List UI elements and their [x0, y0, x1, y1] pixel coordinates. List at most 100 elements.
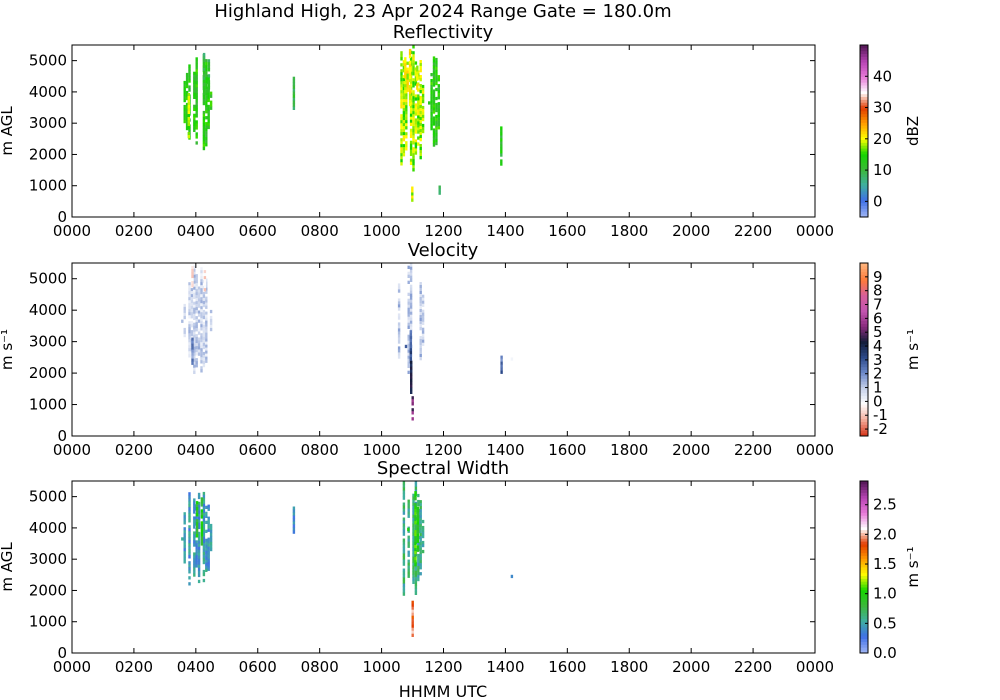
heatmap-cell — [419, 312, 422, 316]
heatmap-cell — [414, 486, 418, 490]
heatmap-cell — [414, 151, 418, 155]
heatmap-cell — [402, 511, 406, 515]
heatmap-cell — [292, 85, 296, 89]
heatmap-cell — [193, 340, 196, 344]
heatmap-cell — [410, 360, 413, 364]
heatmap-cell — [409, 305, 413, 309]
heatmap-cell — [202, 297, 206, 302]
heatmap-cell — [397, 337, 401, 341]
colorbar-swatch — [860, 125, 868, 129]
heatmap-cell — [205, 353, 208, 357]
heatmap-cell — [193, 361, 196, 365]
heatmap-cell — [193, 116, 196, 120]
heatmap-cell — [202, 131, 206, 136]
heatmap-cell — [412, 150, 415, 154]
heatmap-cell — [402, 484, 406, 488]
heatmap-cell — [421, 330, 425, 334]
heatmap-cell — [205, 128, 208, 132]
heatmap-cell — [205, 356, 208, 360]
heatmap-cell — [197, 328, 201, 332]
heatmap-cell — [397, 349, 401, 353]
heatmap-cell — [417, 499, 420, 504]
heatmap-cell — [190, 312, 194, 316]
heatmap-cell — [407, 352, 410, 356]
heatmap-cell — [207, 80, 211, 84]
heatmap-cell — [405, 108, 408, 112]
heatmap-cell — [412, 108, 415, 112]
colorbar-swatch — [860, 541, 868, 545]
colorbar-swatch — [860, 283, 868, 287]
heatmap-cell — [412, 577, 415, 581]
colorbar-swatch — [860, 404, 868, 408]
heatmap-cell — [181, 319, 184, 323]
heatmap-cell — [205, 296, 208, 300]
heatmap-cell — [437, 114, 440, 118]
colorbar-swatch — [860, 268, 868, 273]
heatmap-cell — [402, 493, 406, 497]
heatmap-cell — [417, 115, 420, 119]
heatmap-cell — [408, 99, 412, 104]
heatmap-cell — [414, 97, 418, 101]
heatmap-cell — [193, 531, 196, 535]
heatmap-cell — [185, 120, 189, 125]
heatmap-cell — [183, 560, 186, 564]
colorbar-swatch — [860, 524, 868, 528]
heatmap-cell — [419, 114, 422, 118]
heatmap-cell — [188, 567, 191, 571]
colorbar-swatch — [860, 309, 868, 313]
heatmap-cell — [412, 45, 415, 49]
heatmap-cell — [437, 111, 440, 115]
heatmap-cell — [421, 114, 425, 119]
heatmap-cell — [397, 325, 401, 329]
heatmap-cell — [414, 536, 417, 540]
heatmap-cell — [197, 534, 201, 539]
heatmap-cell — [417, 88, 420, 92]
heatmap-cell — [195, 286, 198, 290]
heatmap-cell — [202, 73, 206, 78]
colorbar-swatch — [860, 317, 868, 322]
heatmap-cell — [205, 514, 208, 518]
heatmap-cell — [202, 116, 206, 121]
heatmap-cell — [195, 334, 198, 338]
heatmap-cell — [421, 300, 425, 304]
heatmap-cell — [419, 105, 422, 109]
heatmap-cell — [407, 505, 410, 509]
heatmap-cell — [200, 539, 204, 543]
heatmap-cell — [402, 153, 406, 157]
colorbar-swatch — [860, 320, 868, 324]
colorbar-swatch — [860, 561, 868, 565]
heatmap-cell — [412, 156, 415, 160]
heatmap-cell — [195, 307, 198, 311]
colorbar-swatch — [860, 105, 868, 109]
heatmap-cell — [419, 285, 422, 289]
heatmap-cell — [407, 304, 410, 308]
heatmap-cell — [195, 277, 198, 281]
heatmap-cell — [205, 86, 208, 90]
heatmap-cell — [408, 96, 412, 101]
heatmap-cell — [404, 63, 407, 67]
heatmap-cell — [207, 92, 210, 97]
heatmap-cell — [500, 144, 503, 148]
heatmap-cell — [500, 358, 503, 362]
heatmap-cell — [400, 99, 403, 103]
heatmap-cell — [195, 87, 198, 91]
colorbar-tick-label: 3 — [873, 351, 883, 369]
heatmap-cell — [202, 560, 206, 565]
heatmap-cell — [193, 504, 196, 508]
heatmap-cell — [432, 95, 436, 99]
heatmap-cell — [195, 99, 198, 103]
heatmap-cell — [193, 307, 196, 311]
heatmap-cell — [207, 528, 210, 532]
heatmap-cell — [435, 117, 438, 122]
heatmap-cell — [419, 297, 422, 301]
heatmap-cell — [407, 346, 410, 350]
heatmap-cell — [409, 128, 413, 132]
heatmap-cell — [195, 295, 198, 299]
colorbar-swatch — [860, 277, 868, 281]
heatmap-cell — [195, 135, 198, 139]
heatmap-cell — [414, 121, 418, 125]
colorbar-swatch — [860, 558, 868, 562]
heatmap-cell — [435, 132, 438, 137]
heatmap-cell — [202, 351, 206, 356]
heatmap-cell — [197, 531, 201, 536]
